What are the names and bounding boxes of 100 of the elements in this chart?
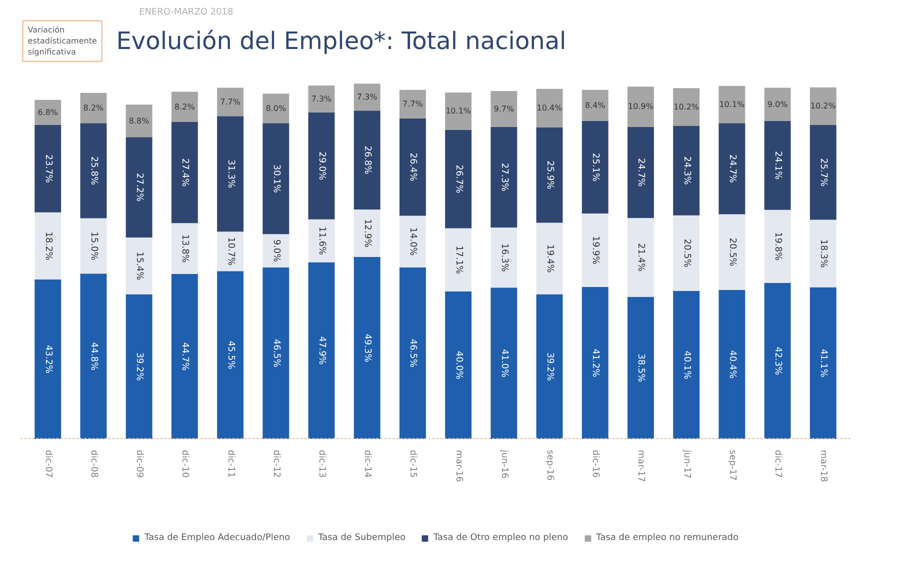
bar — [536, 127, 563, 223]
data-label: 10.1% — [719, 100, 746, 109]
data-label: 7.7% — [220, 97, 241, 106]
legend-label: Tasa de Subempleo — [318, 533, 406, 543]
bar — [126, 294, 152, 439]
data-label: 6.8% — [38, 108, 58, 117]
data-label: 10.2% — [674, 102, 700, 112]
bar — [217, 271, 244, 439]
bar — [34, 124, 62, 212]
data-label: 20.5% — [726, 238, 737, 267]
x-tick-label: dic-11 — [225, 450, 236, 478]
data-label: 10.4% — [536, 104, 563, 113]
data-label: 40.4% — [726, 350, 737, 380]
bar — [308, 86, 335, 112]
data-label: 10.2% — [810, 102, 836, 111]
data-label: 17.1% — [453, 246, 464, 275]
data-label: 44.8% — [88, 342, 98, 372]
bar — [627, 126, 654, 218]
data-label: 25.1% — [590, 152, 600, 182]
x-tick-label: dic-17 — [772, 450, 783, 478]
x-tick-label: dic-15 — [408, 450, 418, 478]
bar — [673, 88, 700, 126]
x-tick-label: sep-16 — [544, 450, 555, 481]
data-label: 25.8% — [88, 156, 98, 186]
bar — [262, 123, 290, 234]
bar — [217, 232, 244, 272]
bar — [673, 290, 700, 439]
bar — [171, 274, 198, 439]
bar — [810, 287, 836, 439]
bar — [445, 291, 472, 439]
data-label: 15.0% — [88, 232, 98, 261]
data-label: 7.3% — [311, 94, 332, 104]
bar — [718, 290, 746, 439]
legend-label: Tasa de Empleo Adecuado/Pleno — [144, 533, 290, 543]
data-label: 42.3% — [772, 346, 783, 376]
bar — [308, 262, 335, 439]
data-label: 43.2% — [42, 344, 53, 374]
bar — [718, 214, 746, 290]
data-label: 25.9% — [544, 160, 555, 190]
bar — [582, 214, 608, 287]
data-label: 15.4% — [134, 252, 144, 281]
data-label: 26.4% — [408, 152, 418, 182]
bar — [490, 228, 518, 288]
x-tick-label: mar-17 — [636, 450, 646, 482]
bar — [171, 92, 198, 122]
bar — [126, 137, 152, 238]
bar — [354, 209, 380, 258]
bar — [627, 296, 654, 439]
data-label: 41.0% — [498, 349, 509, 378]
data-label: 27.3% — [498, 162, 509, 192]
bar — [445, 130, 472, 228]
data-label: 39.2% — [544, 352, 555, 382]
bar — [171, 223, 198, 274]
x-tick-label: dic-10 — [180, 450, 190, 478]
x-tick-label: dic-08 — [88, 450, 98, 478]
data-label: 8.2% — [83, 104, 104, 113]
bar — [536, 294, 563, 439]
data-label: 24.7% — [636, 158, 646, 188]
bar — [354, 110, 380, 210]
bar — [399, 118, 426, 216]
x-tick-label: dic-16 — [590, 450, 600, 478]
bar — [308, 219, 335, 262]
bar — [217, 88, 244, 116]
data-label: 7.3% — [356, 92, 378, 102]
x-tick-label: mar-16 — [453, 450, 464, 482]
data-label: 21.4% — [636, 243, 646, 272]
bar — [810, 124, 836, 220]
bar — [354, 257, 380, 439]
bar — [673, 215, 700, 291]
data-label: 18.2% — [42, 232, 53, 261]
x-tick-label: dic-12 — [270, 450, 281, 478]
bar — [445, 228, 472, 292]
data-label: 10.7% — [225, 237, 236, 266]
bar — [490, 288, 518, 439]
bar — [764, 210, 791, 283]
bar — [582, 120, 608, 214]
data-label: 24.1% — [772, 151, 783, 180]
bar — [262, 234, 290, 268]
data-label: 45.5% — [225, 340, 236, 370]
bar — [399, 90, 426, 118]
data-label: 46.5% — [270, 338, 281, 368]
bar — [126, 104, 152, 138]
data-label: 8.2% — [174, 102, 196, 112]
bar — [490, 91, 518, 127]
bar — [399, 216, 426, 268]
bar — [126, 237, 152, 294]
data-label: 9.7% — [494, 104, 514, 114]
chart-subtitle: ENERO-MARZO 2018 — [139, 8, 234, 18]
bar — [308, 112, 335, 220]
x-tick-label: jun-17 — [681, 448, 692, 479]
bar — [810, 220, 836, 288]
bar — [354, 84, 380, 111]
data-label: 30.1% — [270, 164, 281, 194]
data-label: 13.8% — [180, 234, 190, 264]
data-label: 11.6% — [316, 226, 326, 256]
legend-label: Tasa de Otro empleo no pleno — [433, 533, 568, 543]
bar — [627, 218, 654, 297]
bar — [490, 126, 518, 228]
bar — [80, 92, 107, 124]
x-tick-label: sep-17 — [726, 450, 737, 481]
